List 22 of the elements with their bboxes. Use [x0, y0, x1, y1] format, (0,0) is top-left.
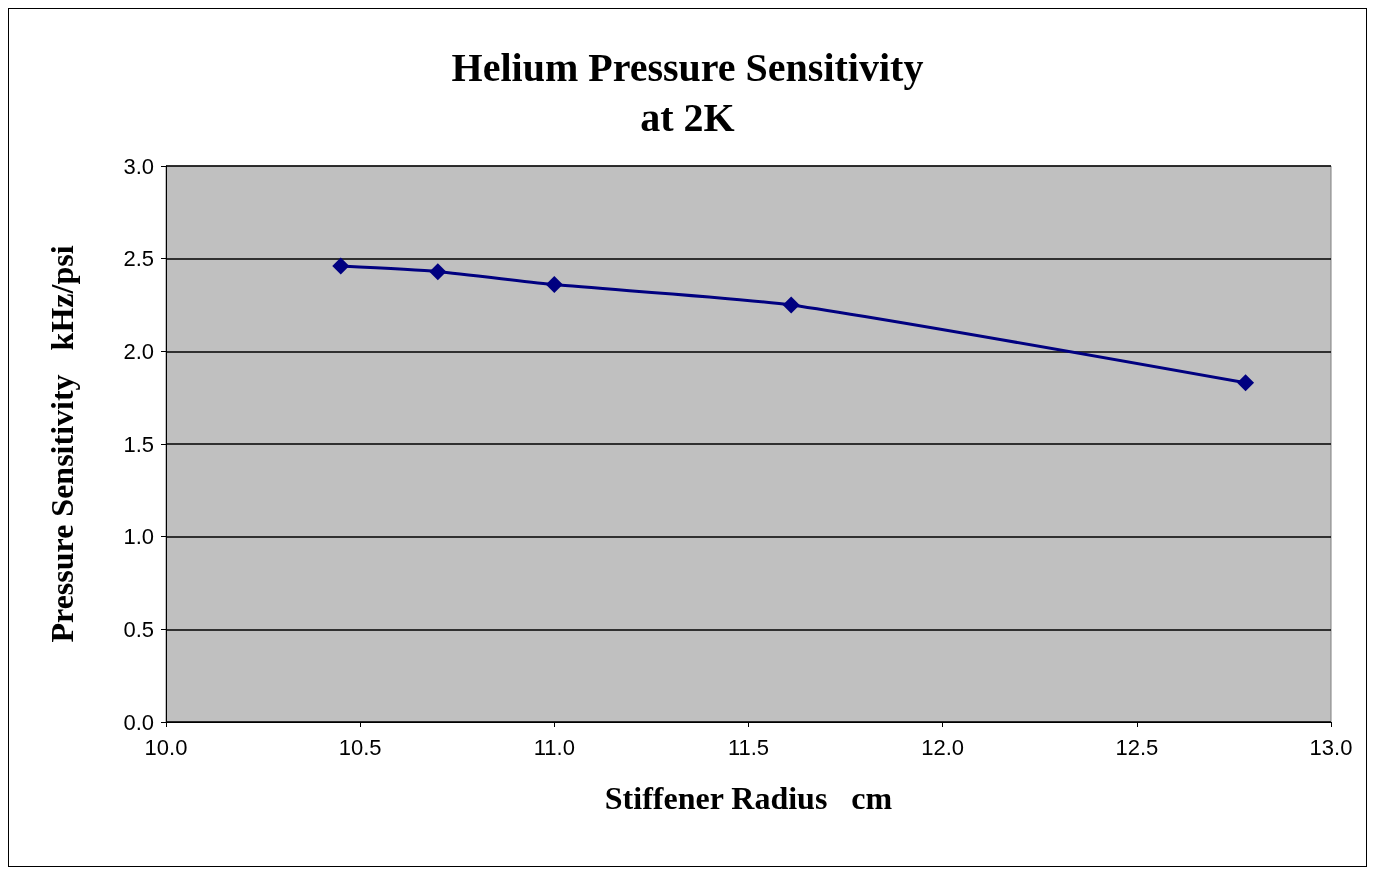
chart-title: Helium Pressure Sensitivity at 2K	[451, 44, 924, 140]
x-tick-label: 10.5	[338, 734, 382, 760]
y-tick-label: 2.5	[123, 246, 154, 272]
y-axis-title: Pressure Sensitivity kHz/psi	[44, 245, 80, 643]
x-tick-label: 11.0	[533, 734, 575, 760]
y-tick-label: 1.0	[123, 524, 154, 550]
y-tick-label: 3.0	[123, 153, 154, 179]
x-tick-label: 12.0	[921, 734, 965, 760]
point	[1237, 374, 1255, 392]
point	[332, 257, 350, 275]
x-tick-label: 12.5	[1115, 734, 1159, 760]
y-tick-label: 1.5	[123, 431, 154, 457]
x-tick-label: 10.0	[144, 734, 188, 760]
point	[545, 276, 563, 294]
y-tick-label: 0.0	[123, 709, 154, 735]
point	[782, 296, 800, 314]
x-axis-title: Stiffener Radius cm	[604, 780, 893, 816]
y-tick-label: 2.0	[123, 338, 154, 364]
point	[429, 263, 447, 281]
x-tick-label: 13.0	[1309, 734, 1353, 760]
y-tick-label: 0.5	[123, 616, 154, 642]
x-tick-label: 11.5	[727, 734, 770, 760]
